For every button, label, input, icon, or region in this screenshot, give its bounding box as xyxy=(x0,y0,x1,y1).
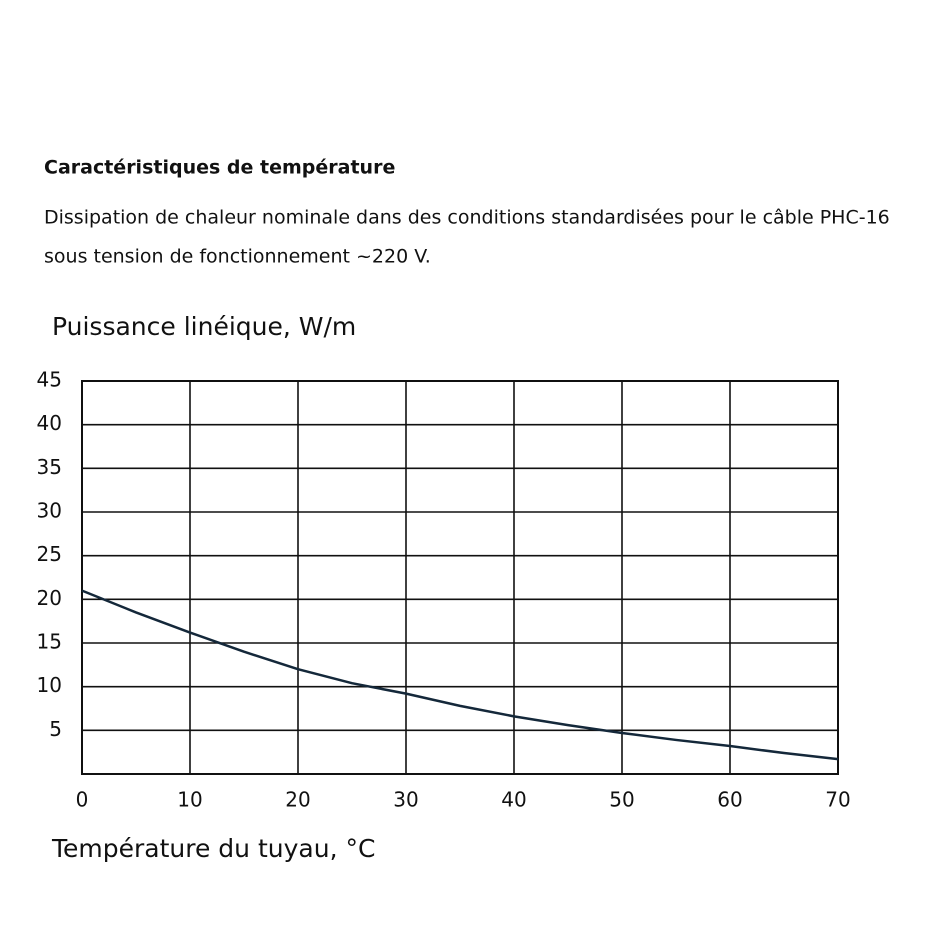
x-tick-label: 60 xyxy=(717,788,742,812)
heading: Caractéristiques de température xyxy=(44,157,395,179)
x-tick-label: 40 xyxy=(501,788,526,812)
description-line: Dissipation de chaleur nominale dans des… xyxy=(44,207,890,229)
x-tick-label: 70 xyxy=(825,788,850,812)
description-line: sous tension de fonctionnement ~220 V. xyxy=(44,246,431,268)
y-tick-label: 35 xyxy=(37,455,62,479)
y-tick-label: 40 xyxy=(37,411,62,435)
data-line xyxy=(81,589,839,761)
x-tick-label: 50 xyxy=(609,788,634,812)
y-tick-label: 15 xyxy=(37,630,62,654)
y-tick-label: 20 xyxy=(37,586,62,610)
x-tick-label: 30 xyxy=(393,788,418,812)
y-tick-label: 45 xyxy=(37,368,62,392)
x-tick-label: 20 xyxy=(285,788,310,812)
plot-frame xyxy=(81,380,839,775)
y-tick-label: 5 xyxy=(49,717,62,741)
x-tick-label: 0 xyxy=(76,788,89,812)
y-tick-label: 25 xyxy=(37,542,62,566)
y-tick-label: 10 xyxy=(37,673,62,697)
y-axis-label: Puissance linéique, W/m xyxy=(52,312,356,341)
x-tick-label: 10 xyxy=(177,788,202,812)
y-tick-label: 30 xyxy=(37,499,62,523)
x-axis-label: Température du tuyau, °C xyxy=(51,834,375,863)
